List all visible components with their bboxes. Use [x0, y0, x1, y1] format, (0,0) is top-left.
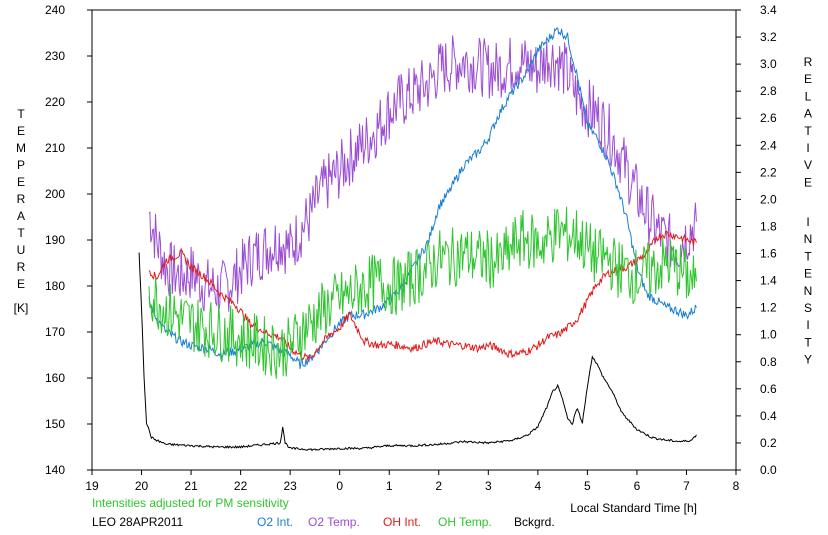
axis-label-letter: U [17, 243, 26, 257]
left-tick-label: 200 [45, 187, 65, 201]
x-tick-label: 6 [634, 479, 641, 493]
x-tick-label: 21 [184, 479, 198, 493]
right-tick-label: 0.6 [760, 382, 777, 396]
right-tick-label: 0.2 [760, 436, 777, 450]
left-tick-label: 210 [45, 141, 65, 155]
right-tick-label: 2.6 [760, 111, 777, 125]
axis-label-letter: E [17, 175, 25, 189]
axis-label-letter: T [17, 107, 25, 121]
right-tick-label: 3.2 [760, 30, 777, 44]
right-tick-label: 1.4 [760, 274, 777, 288]
right-tick-label: 1.0 [760, 328, 777, 342]
left-tick-label: 170 [45, 325, 65, 339]
legend-item: OH Temp. [438, 515, 492, 529]
axis-label-letter: M [16, 141, 26, 155]
note-text: Intensities adjusted for PM sensitivity [92, 496, 289, 510]
x-tick-label: 19 [85, 479, 99, 493]
axis-label-letter: P [17, 158, 25, 172]
axis-label-letter: T [804, 124, 812, 138]
axis-label-letter: E [804, 175, 812, 189]
series-line-bckgrd [138, 252, 697, 452]
axis-label-letter: A [17, 209, 25, 223]
x-tick-label: 20 [135, 479, 149, 493]
axis-label-letter: E [804, 267, 812, 281]
right-tick-label: 0.8 [760, 355, 777, 369]
axis-label-letter: E [17, 124, 25, 138]
right-tick-label: 3.0 [760, 57, 777, 71]
legend-item: O2 Int. [257, 515, 293, 529]
x-tick-label: 1 [386, 479, 393, 493]
right-tick-label: 3.4 [760, 3, 777, 17]
series-line-o2-temp [148, 35, 697, 313]
x-axis: 19 20 21 22 23 0 1 2 3 4 5 6 7 8 [85, 470, 740, 493]
axis-label-letter: I [806, 141, 809, 155]
left-tick-label: 190 [45, 233, 65, 247]
x-tick-label: 7 [683, 479, 690, 493]
left-y-axis: 140 150 160 170 180 190 200 210 220 230 240 [45, 3, 92, 477]
axis-label-letter: N [804, 284, 813, 298]
axis-label-letter: R [17, 192, 26, 206]
series-layer [138, 27, 697, 452]
x-tick-label: 0 [336, 479, 343, 493]
x-tick-label: 4 [535, 479, 542, 493]
left-tick-label: 140 [45, 463, 65, 477]
axis-label-letter: Y [804, 353, 812, 367]
axis-label-letter: I [806, 215, 809, 229]
x-tick-label: 23 [283, 479, 297, 493]
left-axis-unit: [K] [14, 301, 29, 315]
right-y-axis: 0.0 0.2 0.4 0.6 0.8 1.0 1.2 1.4 1.6 1.8 2.0 2.2 2.4 2… [736, 3, 777, 477]
x-tick-label: 8 [733, 479, 740, 493]
right-tick-label: 1.2 [760, 301, 777, 315]
left-tick-label: 240 [45, 3, 65, 17]
axis-label-letter: I [806, 318, 809, 332]
legend-item: OH Int. [383, 515, 421, 529]
right-tick-label: 2.2 [760, 165, 777, 179]
axis-label-letter: S [804, 301, 812, 315]
left-tick-label: 180 [45, 279, 65, 293]
axis-label-letter: N [804, 232, 813, 246]
axis-label-letter: A [804, 107, 812, 121]
x-axis-label: Local Standard Time [h] [570, 501, 697, 515]
right-tick-label: 0.0 [760, 463, 777, 477]
left-tick-label: 150 [45, 417, 65, 431]
axis-label-letter: R [17, 260, 26, 274]
right-tick-label: 2.4 [760, 138, 777, 152]
axis-label-letter: L [805, 89, 812, 103]
right-tick-label: 0.4 [760, 409, 777, 423]
right-tick-label: 2.8 [760, 84, 777, 98]
series-line-oh-temp [148, 206, 697, 379]
series-line-oh-int [148, 230, 697, 361]
left-tick-label: 220 [45, 95, 65, 109]
axis-label-letter: E [804, 72, 812, 86]
axis-label-letter: T [804, 335, 812, 349]
axis-label-letter: T [804, 249, 812, 263]
axis-label-letter: V [804, 158, 812, 172]
station-label: LEO 28APR2011 [92, 515, 183, 529]
legend-item: Bckgrd. [514, 515, 555, 529]
right-tick-label: 2.0 [760, 192, 777, 206]
right-tick-label: 1.8 [760, 219, 777, 233]
x-tick-label: 2 [435, 479, 442, 493]
legend-item: O2 Temp. [308, 515, 360, 529]
x-tick-label: 22 [234, 479, 248, 493]
axis-label-letter: R [804, 55, 813, 69]
right-tick-label: 1.6 [760, 247, 777, 261]
axis-label-letter: T [17, 226, 25, 240]
left-tick-label: 230 [45, 49, 65, 63]
x-tick-label: 3 [485, 479, 492, 493]
axis-label-letter: E [17, 277, 25, 291]
x-tick-label: 5 [584, 479, 591, 493]
legend: O2 Int. O2 Temp. OH Int. OH Temp. Bckgrd. [257, 515, 555, 529]
left-tick-label: 160 [45, 371, 65, 385]
